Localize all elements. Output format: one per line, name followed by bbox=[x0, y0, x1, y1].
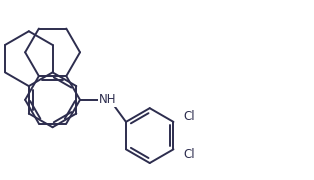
Text: Cl: Cl bbox=[183, 110, 195, 123]
Text: NH: NH bbox=[99, 93, 116, 106]
Text: Cl: Cl bbox=[183, 148, 195, 161]
